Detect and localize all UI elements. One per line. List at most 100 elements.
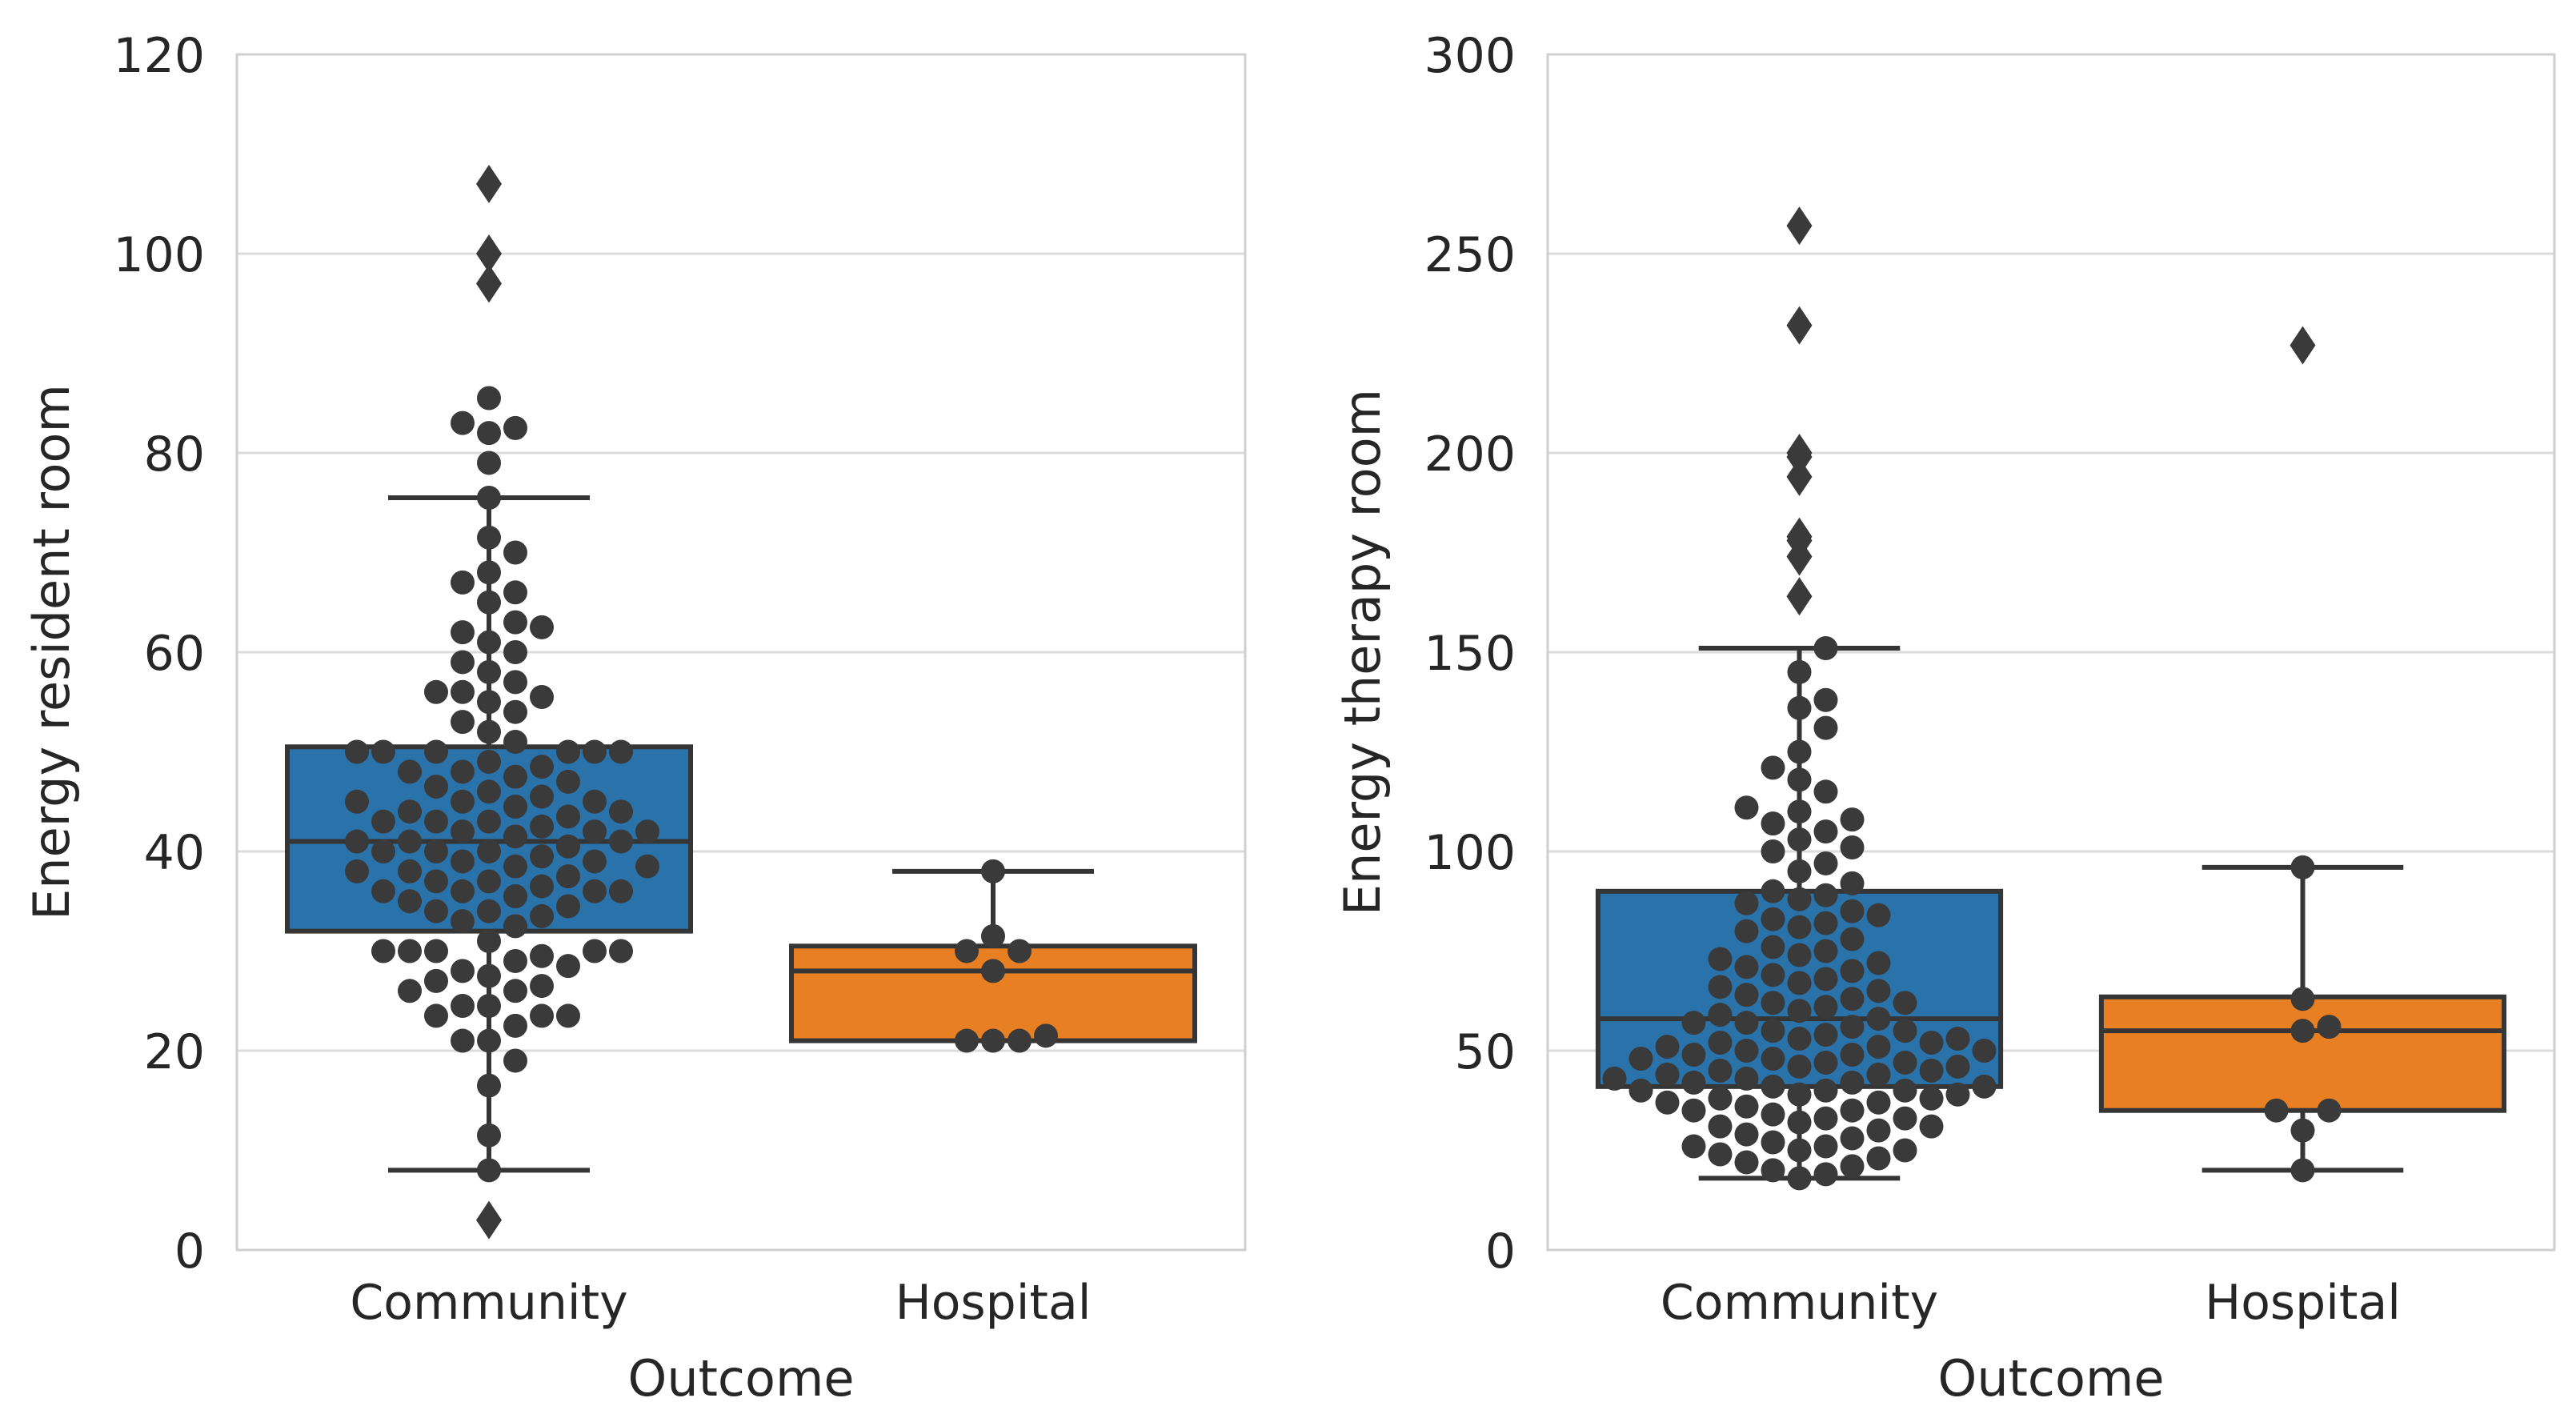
swarm-point-2 <box>477 1073 501 1098</box>
swarm-point-76 <box>503 764 527 789</box>
outlier-point-0 <box>476 1200 502 1240</box>
swarm-point-21 <box>424 939 448 963</box>
swarm-point-111 <box>1813 715 1838 740</box>
swarm-point-41 <box>424 869 448 894</box>
swarm-point-7 <box>981 923 1005 948</box>
swarm-point-89 <box>1761 907 1785 931</box>
swarm-point-63 <box>1734 1011 1759 1035</box>
swarm-point-66 <box>1708 1003 1733 1027</box>
swarm-point-79 <box>530 755 554 779</box>
swarm-point-10 <box>1681 1134 1706 1159</box>
swarm-point-11 <box>451 993 475 1018</box>
swarm-point-47 <box>1761 1046 1785 1071</box>
swarm-point-29 <box>530 903 554 928</box>
swarm-point-17 <box>451 959 475 983</box>
swarm-point-6 <box>503 1013 527 1038</box>
x-axis-label: Outcome <box>1938 1349 2165 1408</box>
swarm-point-75 <box>1787 971 1812 995</box>
swarm-point-92 <box>530 685 554 710</box>
swarm-point-90 <box>503 699 527 724</box>
swarm-point-49 <box>1840 1042 1865 1067</box>
y-tick-label-0: 0 <box>174 1224 205 1280</box>
swarm-point-9 <box>556 1003 580 1028</box>
swarm-point-34 <box>503 884 527 909</box>
swarm-point-2 <box>955 1028 979 1053</box>
swarm-point-67 <box>609 799 633 824</box>
swarm-point-68 <box>1813 995 1838 1019</box>
swarm-point-99 <box>477 630 501 655</box>
swarm-point-15 <box>1708 1114 1733 1139</box>
swarm-point-104 <box>1840 807 1865 832</box>
swarm-point-46 <box>1893 1050 1917 1075</box>
swarm-point-103 <box>477 590 501 615</box>
swarm-point-95 <box>1761 879 1785 903</box>
swarm-point-7 <box>1787 1138 1812 1163</box>
swarm-point-16 <box>477 963 501 988</box>
swarm-point-5 <box>451 1028 475 1053</box>
swarm-point-88 <box>1813 911 1838 935</box>
swarm-point-36 <box>583 879 607 903</box>
swarm-point-65 <box>1866 1007 1891 1031</box>
outlier-point-3 <box>476 164 502 203</box>
swarm-point-114 <box>1787 659 1812 684</box>
swarm-point-38 <box>609 879 633 903</box>
outlier-point-4 <box>1786 457 1813 496</box>
y-tick-label-6: 300 <box>1424 28 1516 84</box>
y-tick-label-1: 50 <box>1455 1024 1516 1080</box>
swarm-point-71 <box>1840 987 1865 1011</box>
swarm-point-99 <box>1761 839 1785 863</box>
swarm-point-3 <box>1034 1023 1058 1048</box>
swarm-point-25 <box>609 939 633 963</box>
swarm-point-55 <box>1708 1031 1733 1055</box>
x-tick-label-hospital: Hospital <box>895 1275 1092 1331</box>
swarm-point-33 <box>398 889 422 914</box>
swarm-point-13 <box>398 979 422 1003</box>
x-axis-label: Outcome <box>628 1349 855 1408</box>
swarm-point-64 <box>1681 1011 1706 1035</box>
swarm-point-78 <box>1840 959 1865 983</box>
swarm-point-1 <box>1813 1162 1838 1187</box>
y-tick-label-6: 120 <box>113 28 205 84</box>
swarm-point-104 <box>503 580 527 605</box>
y-tick-label-2: 100 <box>1424 825 1516 881</box>
swarm-point-77 <box>451 759 475 784</box>
swarm-point-37 <box>1734 1066 1759 1091</box>
swarm-point-3 <box>503 1048 527 1073</box>
swarm-point-48 <box>1629 1046 1653 1071</box>
swarm-point-44 <box>345 859 369 883</box>
swarm-point-56 <box>1919 1031 1944 1055</box>
swarm-point-23 <box>1734 1094 1759 1119</box>
swarm-point-9 <box>1813 1134 1838 1159</box>
swarm-point-64 <box>371 809 395 834</box>
swarm-point-68 <box>503 794 527 819</box>
swarm-point-30 <box>1813 1078 1838 1103</box>
swarm-point-55 <box>609 829 633 854</box>
swarm-point-54 <box>398 829 422 854</box>
swarm-point-45 <box>1813 1050 1838 1075</box>
swarm-point-82 <box>556 739 580 764</box>
swarm-point-82 <box>1787 943 1812 967</box>
swarm-point-26 <box>477 929 501 954</box>
swarm-point-114 <box>477 386 501 411</box>
swarm-point-27 <box>503 914 527 939</box>
swarm-point-17 <box>1787 1110 1812 1135</box>
swarm-point-112 <box>1787 695 1812 720</box>
swarm-point-107 <box>503 540 527 565</box>
swarm-point-18 <box>556 954 580 979</box>
y-tick-label-4: 80 <box>144 427 205 483</box>
swarm-point-85 <box>609 739 633 764</box>
outlier-point-1 <box>476 264 502 303</box>
swarm-point-52 <box>1972 1039 1997 1063</box>
y-tick-label-3: 60 <box>144 626 205 682</box>
swarm-point-43 <box>398 859 422 883</box>
swarm-point-24 <box>1866 1090 1891 1115</box>
swarm-point-103 <box>1761 811 1785 836</box>
swarm-point-2 <box>2317 1098 2342 1123</box>
chart-1: 0 20 40 60 80 100 120 Community Hospital Outcome E… <box>22 28 1247 1408</box>
swarm-point-65 <box>556 804 580 829</box>
swarm-point-22 <box>398 939 422 963</box>
swarm-point-83 <box>1813 939 1838 963</box>
swarm-point-32 <box>1629 1078 1653 1103</box>
swarm-point-39 <box>530 874 554 899</box>
swarm-point-69 <box>451 789 475 814</box>
